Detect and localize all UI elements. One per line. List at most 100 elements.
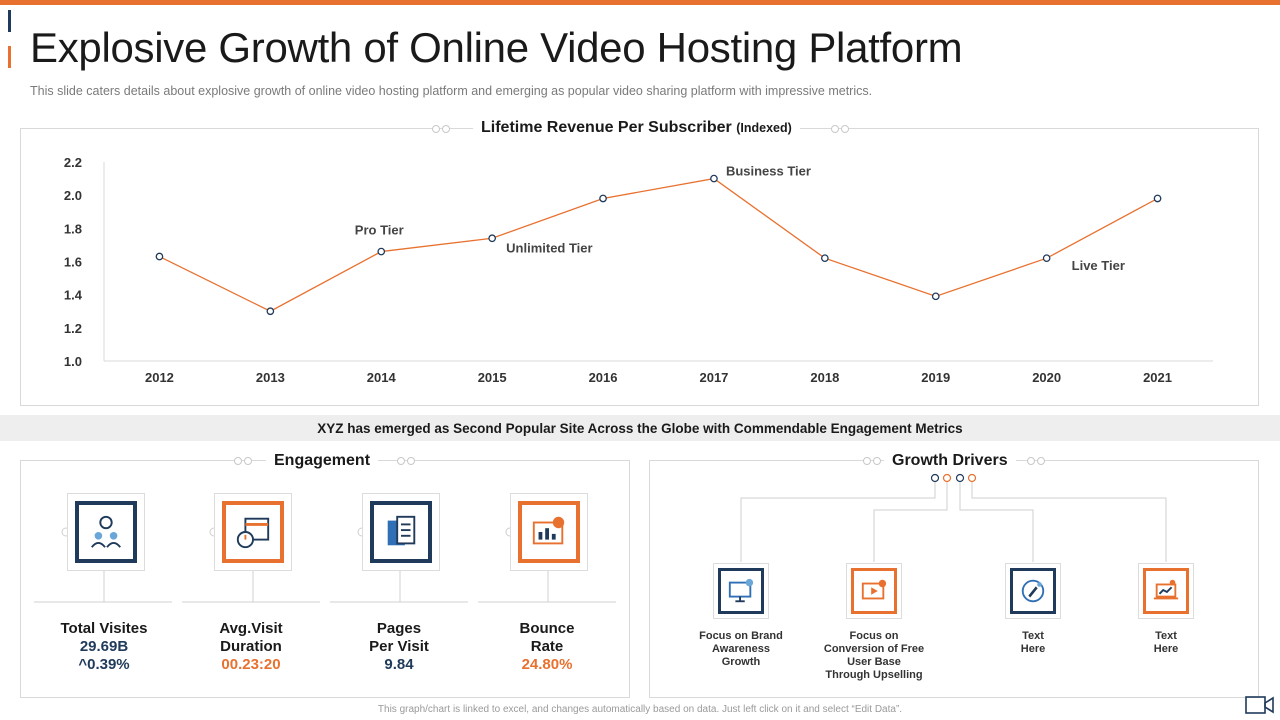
driver-label-3: Text Here	[963, 630, 1103, 656]
series-line	[159, 177, 1158, 312]
y-tick-label: 2.2	[64, 155, 82, 170]
driver-label-line: User Base	[847, 656, 901, 668]
heading-dots-right	[831, 125, 849, 133]
driver-label-line: Growth	[721, 656, 761, 668]
y-tick-label: 2.0	[64, 188, 82, 203]
data-point[interactable]	[155, 252, 164, 261]
y-tick-label: 1.2	[64, 321, 82, 336]
driver-label-line: Here	[1020, 643, 1046, 655]
metric-icon-box-pages	[362, 493, 440, 571]
metric-label: Avg.Visit	[219, 620, 283, 637]
eng-dots-right	[397, 457, 415, 465]
highlight-band-text: XYZ has emerged as Second Popular Site A…	[317, 421, 963, 436]
series-polyline	[159, 177, 1158, 312]
data-point[interactable]	[377, 247, 386, 256]
y-axis: 1.0 1.2 1.4 1.6 1.8 2.0 2.2	[64, 155, 105, 369]
annotation-label: Live Tier	[1072, 258, 1125, 273]
x-tick-label: 2014	[367, 370, 397, 385]
x-tick-label: 2021	[1143, 370, 1172, 385]
visitors-icon	[75, 501, 137, 563]
driver-icon-box-2	[846, 563, 902, 619]
metric-visit-duration: Avg.Visit Duration 00.23:20	[186, 620, 316, 674]
metric-value: 29.69B	[79, 638, 129, 655]
eng-dots-left	[234, 457, 252, 465]
stopwatch-calendar-icon	[222, 501, 284, 563]
brand-monitor-icon	[718, 568, 764, 614]
driver-icon-box-3	[1005, 563, 1061, 619]
metric-label: Total Visites	[60, 620, 148, 637]
metric-icon-box-bounce	[510, 493, 588, 571]
x-tick-label: 2019	[921, 370, 950, 385]
driver-label-line: Focus on	[849, 630, 899, 642]
data-point[interactable]	[599, 194, 607, 203]
driver-label-4: Text Here	[1096, 630, 1236, 656]
growth-drivers-heading: Growth Drivers	[884, 452, 1016, 470]
driver-label-line: Through Upselling	[825, 669, 923, 681]
data-point[interactable]	[488, 234, 496, 243]
metric-label-line2: Duration	[220, 638, 282, 655]
y-tick-label: 1.0	[64, 354, 82, 369]
title-accent-dark	[8, 10, 11, 32]
footer-note: This graph/chart is linked to excel, and…	[377, 704, 903, 715]
metric-label: Pages	[376, 620, 422, 637]
driver-icon-box-1	[713, 563, 769, 619]
driver-label-line: Focus on Brand	[699, 630, 783, 642]
driver-label-line: Here	[1153, 643, 1179, 655]
data-point[interactable]	[266, 307, 275, 316]
y-tick-label: 1.4	[64, 288, 83, 303]
metric-value: 24.80%	[521, 656, 573, 673]
data-point[interactable]	[1042, 254, 1051, 263]
revenue-line-chart[interactable]: 1.0 1.2 1.4 1.6 1.8 2.0 2.2 2012 2013 2014 2015 20…	[20, 150, 1259, 400]
driver-label-line: Text	[1022, 630, 1044, 642]
data-point[interactable]	[931, 292, 940, 301]
y-tick-label: 1.6	[64, 255, 82, 270]
metric-value-change: ^0.39%	[78, 656, 130, 673]
annotation-label: Unlimited Tier	[506, 240, 592, 255]
metric-value: 9.84	[384, 656, 414, 673]
driver-label-1: Focus on Brand Awareness Growth	[671, 630, 811, 669]
highlight-band	[0, 415, 1280, 441]
annotation-label: Business Tier	[726, 164, 811, 179]
metric-label: Bounce	[519, 620, 575, 637]
driver-label-line: Text	[1155, 630, 1177, 642]
y-tick-label: 1.8	[64, 221, 82, 236]
chart-annotations: Pro Tier Unlimited Tier Business Tier Live …	[355, 164, 1125, 274]
driver-icon-box-4	[1138, 563, 1194, 619]
data-point[interactable]	[710, 174, 718, 183]
page-subtitle: This slide caters details about explosiv…	[30, 84, 873, 98]
heading-dots-left	[432, 125, 450, 133]
driver-label-line: Awareness	[712, 643, 770, 655]
data-point[interactable]	[1153, 194, 1162, 203]
chart-title-suffix: (Indexed)	[736, 121, 792, 135]
annotation-label: Pro Tier	[355, 223, 404, 238]
chart-title: Lifetime Revenue Per Subscriber (Indexed…	[473, 119, 800, 137]
x-axis: 2012 2013 2014 2015 2016 2017 2018 2019 2020 2021	[104, 360, 1213, 385]
video-camera-icon[interactable]	[1245, 695, 1275, 715]
laptop-growth-icon	[1143, 568, 1189, 614]
video-upsell-icon	[851, 568, 897, 614]
data-point[interactable]	[820, 254, 829, 263]
gd-dots-right	[1027, 457, 1045, 465]
driver-label-line: Conversion of Free	[823, 643, 925, 655]
metric-bounce-rate: Bounce Rate 24.80%	[482, 620, 612, 674]
x-tick-label: 2018	[810, 370, 839, 385]
series-markers	[155, 174, 1162, 316]
gd-dots-left	[863, 457, 881, 465]
metric-pages-per-visit: Pages Per Visit 9.84	[334, 620, 464, 674]
x-tick-label: 2012	[145, 370, 174, 385]
pages-icon	[370, 501, 432, 563]
rocket-icon	[1010, 568, 1056, 614]
title-accent-orange	[8, 46, 11, 68]
metric-total-visits: Total Visites 29.69B ^0.39%	[39, 620, 169, 674]
x-tick-label: 2017	[699, 370, 728, 385]
chart-title-main: Lifetime Revenue Per Subscriber	[481, 119, 732, 136]
chart-panel	[20, 128, 1259, 406]
metric-label-line2: Per Visit	[369, 638, 429, 655]
x-tick-label: 2013	[256, 370, 285, 385]
x-tick-label: 2015	[478, 370, 507, 385]
engagement-heading: Engagement	[266, 452, 379, 470]
metric-label-line2: Rate	[530, 638, 564, 655]
driver-label-2: Focus on Conversion of Free User Base Th…	[804, 630, 944, 682]
page-title: Explosive Growth of Online Video Hosting…	[30, 24, 963, 71]
metric-value: 00.23:20	[221, 656, 281, 673]
